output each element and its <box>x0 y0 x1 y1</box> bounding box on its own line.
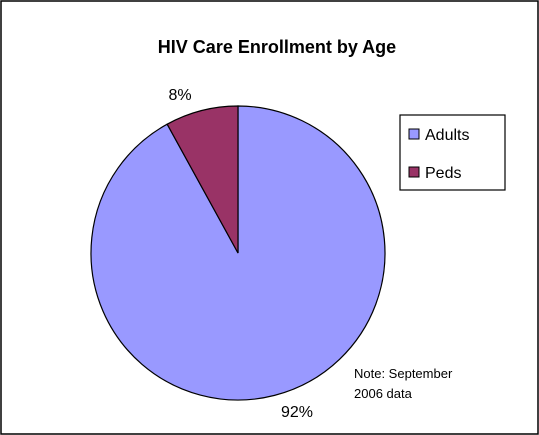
pie-slices <box>90 105 386 401</box>
legend: Adults Peds <box>399 114 506 191</box>
data-label-adults: 92% <box>281 404 313 421</box>
note-line-1: Note: September <box>354 366 453 381</box>
data-label-peds: 8% <box>168 87 191 104</box>
pie-slice-peds <box>166 105 239 254</box>
legend-label-peds: Peds <box>425 165 461 182</box>
legend-swatch-adults <box>408 128 420 140</box>
legend-swatch-peds <box>408 166 420 178</box>
note-line-2: 2006 data <box>354 386 413 401</box>
legend-label-adults: Adults <box>425 127 469 144</box>
chart-title: HIV Care Enrollment by Age <box>158 37 396 57</box>
